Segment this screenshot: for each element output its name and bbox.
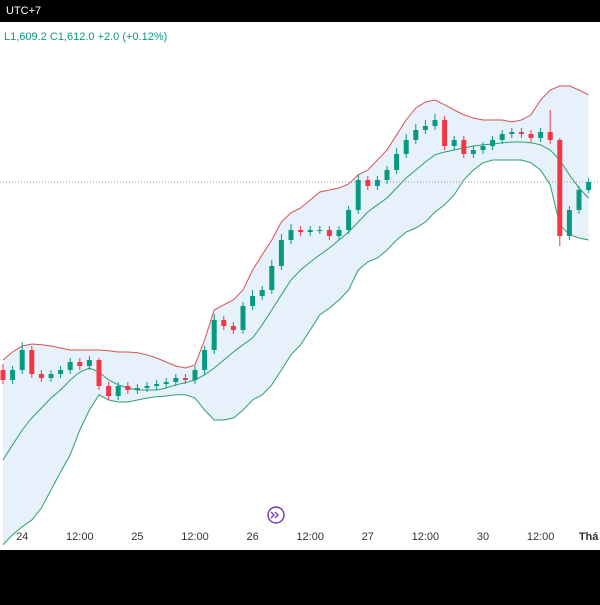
- x-tick-label: 24: [16, 531, 28, 543]
- candle-body: [470, 150, 476, 154]
- chart-title: UTC+7: [6, 5, 41, 17]
- candle-body: [19, 350, 25, 370]
- candle-body: [413, 130, 419, 140]
- x-tick-label: 30: [477, 531, 489, 543]
- candle-body: [134, 388, 140, 390]
- candle-body: [250, 296, 256, 306]
- candle-body: [0, 370, 6, 380]
- candle-body: [355, 180, 361, 210]
- plot-layer: [0, 85, 600, 546]
- x-tick-label: 26: [246, 531, 258, 543]
- candle-body: [298, 230, 304, 232]
- candle-body: [451, 140, 457, 146]
- candle-body: [586, 182, 592, 190]
- candle-body: [48, 374, 54, 378]
- candle-body: [528, 134, 534, 138]
- candle-body: [77, 362, 83, 366]
- candle-body: [269, 266, 275, 290]
- candle-body: [288, 230, 294, 240]
- candle-body: [259, 290, 265, 296]
- candle-body: [96, 360, 102, 386]
- x-tick-label: Thá: [579, 531, 599, 543]
- candle-body: [144, 386, 150, 388]
- event-icon-circle[interactable]: [267, 506, 285, 524]
- candle-body: [278, 240, 284, 266]
- x-tick-label: 12:00: [527, 531, 555, 543]
- x-tick-label: 12:00: [66, 531, 94, 543]
- candle-body: [346, 210, 352, 230]
- candle-body: [58, 370, 64, 374]
- candle-body: [211, 320, 217, 350]
- candle-body: [518, 132, 524, 134]
- candle-body: [336, 230, 342, 236]
- x-tick-label: 25: [131, 531, 143, 543]
- candle-body: [566, 210, 572, 236]
- candle-body: [422, 126, 428, 130]
- candle-body: [317, 230, 323, 231]
- candle-body: [480, 146, 486, 150]
- candle-body: [192, 370, 198, 380]
- candle-body: [557, 140, 563, 236]
- candle-body: [365, 180, 371, 186]
- candle-body: [394, 154, 400, 170]
- candle-body: [576, 190, 582, 210]
- ohlc-readout: L1,609.2 C1,612.0 +2.0 (+0.12%): [4, 31, 167, 43]
- candle-body: [547, 132, 553, 140]
- candle-body: [67, 362, 73, 370]
- candle-body: [326, 230, 332, 236]
- candle-body: [403, 140, 409, 154]
- candle-body: [221, 320, 227, 326]
- lower-band: [2, 159, 589, 546]
- candle-body: [307, 230, 313, 232]
- x-tick-label: 12:00: [412, 531, 440, 543]
- candle-body: [10, 370, 16, 380]
- candle-body: [182, 378, 188, 380]
- candle-body: [125, 386, 131, 390]
- candle-body: [115, 386, 121, 396]
- event-icon[interactable]: [267, 506, 285, 524]
- candle-body: [442, 120, 448, 146]
- candle-body: [86, 360, 92, 366]
- candle-body: [106, 386, 112, 396]
- candle-body: [163, 382, 169, 384]
- bottom-bar: [0, 550, 600, 600]
- upper-band: [2, 85, 589, 369]
- candle-body: [538, 132, 544, 138]
- event-icon-arrows[interactable]: [270, 511, 279, 519]
- candle-body: [374, 180, 380, 186]
- candle-body: [240, 306, 246, 330]
- candle-body: [29, 350, 35, 374]
- top-bar: [0, 0, 600, 22]
- candle-body: [384, 170, 390, 180]
- x-tick-label: 27: [362, 531, 374, 543]
- candle-body: [509, 132, 515, 134]
- candle-body: [173, 378, 179, 382]
- candle-body: [154, 384, 160, 386]
- candle-body: [38, 374, 44, 378]
- x-tick-label: 12:00: [296, 531, 324, 543]
- band-fill: [3, 86, 589, 545]
- x-tick-label: 12:00: [181, 531, 209, 543]
- candle-body: [432, 120, 438, 126]
- candle-body: [202, 350, 208, 370]
- candle-body: [230, 326, 236, 330]
- candle-body: [461, 140, 467, 154]
- candle-body: [499, 134, 505, 140]
- candle-body: [490, 140, 496, 146]
